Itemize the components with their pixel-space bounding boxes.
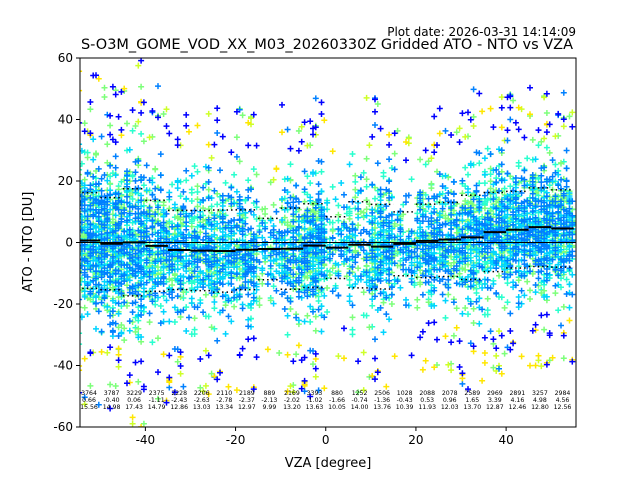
bin-counts-label: 2589	[464, 390, 480, 397]
x-tick-label: 20	[408, 433, 423, 447]
bin-stds-label: 13.03	[193, 404, 211, 411]
bin-stds-label: 10.05	[328, 404, 346, 411]
plot-date: Plot date: 2026-03-31 14:14:09	[387, 25, 576, 39]
bin-means-label: 0.66	[82, 397, 96, 404]
bin-means-label: -2.02	[284, 397, 300, 404]
x-axis-label: VZA [degree]	[285, 456, 372, 471]
bin-counts-label: 880	[331, 390, 343, 397]
x-tick-label: -40	[136, 433, 156, 447]
bin-stds-label: 12.46	[509, 404, 527, 411]
y-tick-label: 0	[65, 236, 73, 250]
bin-means-label: 4.98	[533, 397, 547, 404]
bin-counts-label: 2088	[419, 390, 435, 397]
bin-means-label: -1.36	[374, 397, 390, 404]
bin-means-label: -1.66	[329, 397, 345, 404]
stat-lines	[80, 187, 576, 297]
bin-stds-label: 13.34	[215, 404, 233, 411]
bin-means-label: 4.56	[556, 397, 570, 404]
bin-counts-label: 2506	[374, 390, 390, 397]
bin-counts-label: 889	[263, 390, 275, 397]
bin-counts-label: 2206	[194, 390, 210, 397]
bin-stds-label: 12.87	[486, 404, 504, 411]
bin-means-label: -1.02	[306, 397, 322, 404]
bin-counts-label: 3257	[532, 390, 548, 397]
bin-means-label: -0.40	[104, 397, 120, 404]
bin-counts-label: 3393	[307, 390, 323, 397]
y-axis-label: ATO - NTO [DU]	[21, 192, 36, 293]
bin-means-label: 0.53	[420, 397, 434, 404]
bin-stds-label: 10.39	[396, 404, 414, 411]
bin-stds-label: 9.99	[262, 404, 276, 411]
x-tick-label: 40	[498, 433, 513, 447]
bin-stds-label: 14.00	[351, 404, 369, 411]
bin-stds-label: 12.86	[170, 404, 188, 411]
bin-means-label: -2.43	[171, 397, 187, 404]
bin-counts-label: 2969	[487, 390, 503, 397]
bin-means-label: -2.63	[194, 397, 210, 404]
x-tick-label: -20	[226, 433, 246, 447]
bin-counts-label: 2891	[510, 390, 526, 397]
bin-stds-label: 12.03	[441, 404, 459, 411]
bin-counts-label: 2228	[171, 390, 187, 397]
bin-counts-label: 1252	[352, 390, 368, 397]
y-tick-label: -40	[53, 359, 73, 373]
bin-means-label: 1.65	[465, 397, 479, 404]
y-tick-label: 60	[58, 51, 73, 65]
y-tick-label: 20	[58, 174, 73, 188]
bin-counts-label: 3229	[126, 390, 142, 397]
bin-means-label: -2.13	[261, 397, 277, 404]
bin-means-label: -2.37	[239, 397, 255, 404]
bin-stds-label: 13.20	[283, 404, 301, 411]
scatter-marker-group	[80, 58, 576, 427]
bin-stds-label: 12.80	[531, 404, 549, 411]
scatter-marker-group	[80, 83, 576, 408]
bin-stds-label: 11.93	[418, 404, 436, 411]
y-tick-label: -60	[53, 420, 73, 434]
bin-means-label: 0.96	[443, 397, 457, 404]
bin-stds-label: 13.76	[373, 404, 391, 411]
bin-stds-label: 15.56	[80, 404, 98, 411]
chart-title: S-O3M_GOME_VOD_XX_M03_20260330Z Gridded …	[81, 37, 573, 53]
y-tick-label: -20	[53, 297, 73, 311]
bin-means-label: 4.16	[510, 397, 524, 404]
scatter-points	[80, 58, 576, 427]
bin-stds-label: 14.98	[103, 404, 121, 411]
bin-stds-label: 13.63	[306, 404, 324, 411]
bin-counts-label: 3787	[104, 390, 120, 397]
bin-means-label: -2.78	[216, 397, 232, 404]
bin-counts-label: 2984	[555, 390, 571, 397]
bin-counts-label: 2110	[216, 390, 232, 397]
x-tick-label: 0	[322, 433, 330, 447]
bin-counts-label: 2189	[239, 390, 255, 397]
bin-means-label: 0.06	[127, 397, 141, 404]
bin-stds-label: 12.97	[238, 404, 256, 411]
bin-stds-label: 14.79	[148, 404, 166, 411]
bin-means-label: -0.74	[352, 397, 368, 404]
bin-counts-label: 2169	[284, 390, 300, 397]
bin-counts-label: 2375	[149, 390, 165, 397]
y-tick-label: 40	[58, 113, 73, 127]
bin-counts-label: 3764	[81, 390, 97, 397]
bin-stds-label: 12.56	[554, 404, 572, 411]
bin-counts-label: 2078	[442, 390, 458, 397]
bin-counts-label: 1028	[397, 390, 413, 397]
bin-stds-label: 17.43	[125, 404, 143, 411]
bin-stds-label: 13.70	[463, 404, 481, 411]
axis-ticks: -40 -20 0 20 40 -60 -40 -20 0 20 40 60	[53, 51, 513, 447]
bin-means-label: -0.43	[397, 397, 413, 404]
bin-means-label: 3.39	[488, 397, 502, 404]
bin-means-label: -1.11	[149, 397, 165, 404]
